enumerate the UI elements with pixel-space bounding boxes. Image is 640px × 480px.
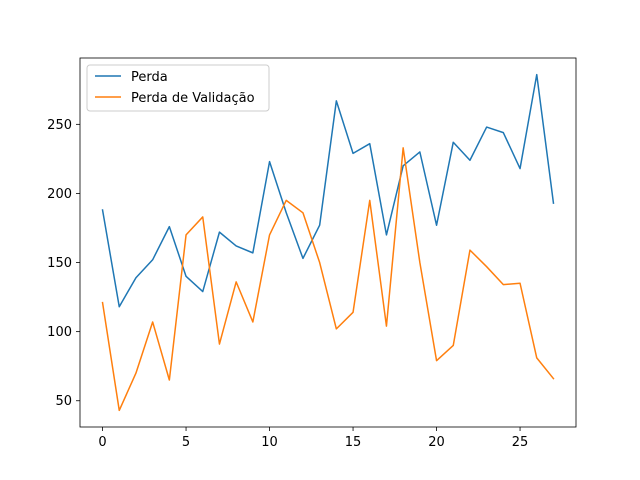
x-tick-label: 5 bbox=[182, 435, 190, 450]
series-line-perda bbox=[101, 73, 555, 308]
plot-frame bbox=[79, 57, 577, 428]
legend-box bbox=[86, 64, 270, 112]
y-tick-label: 250 bbox=[47, 118, 72, 133]
legend-label-perda-validacao: Perda de Validação bbox=[131, 91, 255, 106]
y-tick-label: 50 bbox=[55, 394, 72, 409]
x-tick-label: 0 bbox=[98, 435, 106, 450]
y-axis: 50 100 150 200 250 bbox=[47, 118, 80, 409]
x-tick-label: 25 bbox=[512, 435, 529, 450]
legend: Perda Perda de Validação bbox=[86, 64, 270, 112]
x-axis: 0 5 10 15 20 25 bbox=[98, 427, 528, 450]
x-tick-label: 15 bbox=[345, 435, 362, 450]
legend-label-perda: Perda bbox=[131, 70, 168, 85]
series-line-perda-de-validacao bbox=[101, 147, 555, 412]
x-tick-label: 10 bbox=[261, 435, 278, 450]
y-tick-label: 100 bbox=[47, 325, 72, 340]
x-tick-label: 20 bbox=[428, 435, 445, 450]
y-tick-label: 150 bbox=[47, 256, 72, 271]
y-tick-label: 200 bbox=[47, 187, 72, 202]
series-group bbox=[101, 73, 555, 412]
